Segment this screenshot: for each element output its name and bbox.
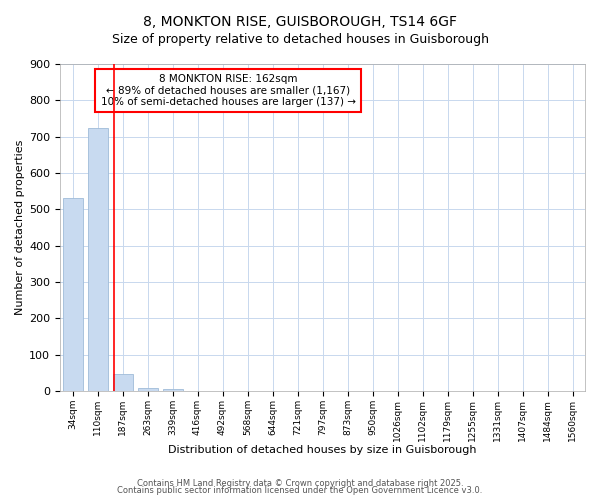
Y-axis label: Number of detached properties: Number of detached properties	[15, 140, 25, 315]
Bar	[163, 390, 182, 391]
Bar	[113, 374, 133, 391]
Text: Size of property relative to detached houses in Guisborough: Size of property relative to detached ho…	[112, 32, 488, 46]
Bar	[88, 128, 107, 391]
Text: Contains HM Land Registry data © Crown copyright and database right 2025.: Contains HM Land Registry data © Crown c…	[137, 478, 463, 488]
Bar	[62, 198, 83, 391]
Text: 8 MONKTON RISE: 162sqm
← 89% of detached houses are smaller (1,167)
10% of semi-: 8 MONKTON RISE: 162sqm ← 89% of detached…	[101, 74, 356, 107]
Text: Contains public sector information licensed under the Open Government Licence v3: Contains public sector information licen…	[118, 486, 482, 495]
Bar	[137, 388, 158, 391]
Text: 8, MONKTON RISE, GUISBOROUGH, TS14 6GF: 8, MONKTON RISE, GUISBOROUGH, TS14 6GF	[143, 15, 457, 29]
X-axis label: Distribution of detached houses by size in Guisborough: Distribution of detached houses by size …	[168, 445, 477, 455]
